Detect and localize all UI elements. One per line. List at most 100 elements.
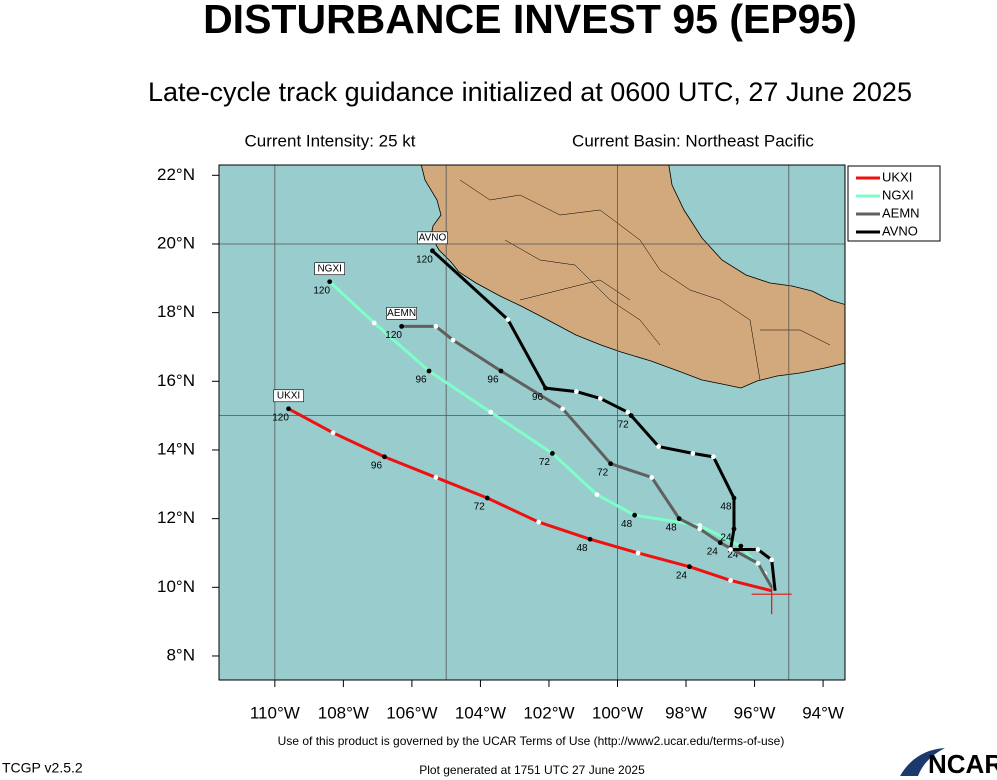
hour-label: 24 [707,546,719,557]
track-point [560,406,566,412]
initial-position [751,586,792,615]
hour-label: 72 [539,457,551,468]
y-tick-label: 18°N [157,302,195,321]
track-point [755,560,761,566]
hour-label: 48 [666,522,678,533]
y-tick-label: 16°N [157,371,195,390]
hour-label: 96 [487,375,499,386]
track-point [450,337,456,343]
track-point [628,413,634,419]
hour-label: 48 [720,502,732,513]
hour-label: 24 [727,550,739,561]
hour-label: 72 [597,467,609,478]
track-end-box [386,307,417,320]
hour-label: 24 [676,570,688,581]
track-point [587,536,593,542]
track-end-box [314,262,345,276]
hour-label: 120 [416,254,433,265]
track-point [697,526,703,532]
track-point [371,320,377,326]
track-point [728,578,733,583]
track-point [597,396,603,401]
hour-label: 120 [313,285,330,296]
track-point [632,512,638,518]
track-point [549,451,555,456]
track-point [731,495,737,501]
track-line [401,324,773,589]
x-tick-label: 108°W [318,703,369,722]
terms: Use of this product is governed by the U… [278,734,785,748]
legend-label: UKXI [882,169,912,184]
track-point [330,430,336,436]
x-tick-label: 96°W [734,703,776,722]
track-point [573,389,579,394]
track-point [635,550,641,556]
x-tick-label: 98°W [665,703,707,722]
x-tick-label: 110°W [250,703,300,722]
track-point [728,547,733,552]
track-point [676,516,682,522]
track-point [543,385,548,391]
track-point [286,406,291,412]
legend-label: AVNO [882,223,918,238]
legend: UKXI NGXI AEMN AVNO [856,169,920,238]
track-point [426,368,432,374]
borders [459,179,831,381]
y-tick-label: 10°N [157,577,195,596]
track-point [608,461,614,467]
x-tick-label: 106°W [386,703,437,722]
track-line [431,249,777,591]
track-point [505,317,511,322]
track-point [430,248,435,254]
logo-swoosh [900,748,945,776]
legend-label: AEMN [882,205,920,220]
track-point [769,557,775,563]
hour-label: 24 [720,533,732,544]
track-point [731,526,737,532]
tracks: 24 48 72 96 120 UKXI 24 48 72 96 120 NGXI 24 48 72 96 12… [272,231,792,615]
track-point [656,444,662,449]
track-point [327,279,333,285]
track-point [484,495,490,501]
track-point [433,323,439,329]
hour-label: 96 [532,392,544,403]
chart-subtitle: Late-cycle track guidance initialized at… [148,77,912,107]
track-point [755,547,761,552]
hour-label: 72 [474,502,486,513]
track-point [399,323,405,329]
version: TCGP v2.5.2 [2,760,83,776]
track-point [498,368,504,374]
x-tick-label: 94°W [802,703,844,722]
hour-label: 48 [577,543,589,554]
y-tick-label: 14°N [157,439,195,458]
x-tick-label: 102°W [523,703,574,722]
hour-label: 96 [371,460,383,471]
track-end-label: NGXI [317,263,341,274]
x-tick-label: 104°W [455,703,506,722]
track-end-label: AEMN [387,308,416,319]
hour-label: 72 [618,419,630,430]
track-point [536,519,542,525]
track-point [594,492,600,497]
y-tick-label: 12°N [157,508,195,527]
map-frame [218,164,846,681]
track-end-box [417,231,448,245]
legend-label: NGXI [882,187,914,202]
track-point [382,454,387,460]
track-point [711,454,716,460]
hour-label: 120 [385,330,402,341]
basin: Current Basin: Northeast Pacific [572,131,814,150]
track-point [717,540,723,546]
track-point [738,543,744,549]
generated: Plot generated at 1751 UTC 27 June 2025 [419,763,645,777]
track-point [488,409,494,415]
track-point [690,451,696,456]
track-end-box [273,389,304,403]
grid: 110°W 108°W 106°W 104°W 102°W 100°W 98°W 96°W 94… [157,165,845,722]
chart-title: DISTURBANCE INVEST 95 (EP95) [203,0,857,42]
gulf [668,165,845,305]
track-end-label: AVNO [419,232,447,243]
track-point [649,475,655,480]
logo-text: NCAR [928,749,997,779]
